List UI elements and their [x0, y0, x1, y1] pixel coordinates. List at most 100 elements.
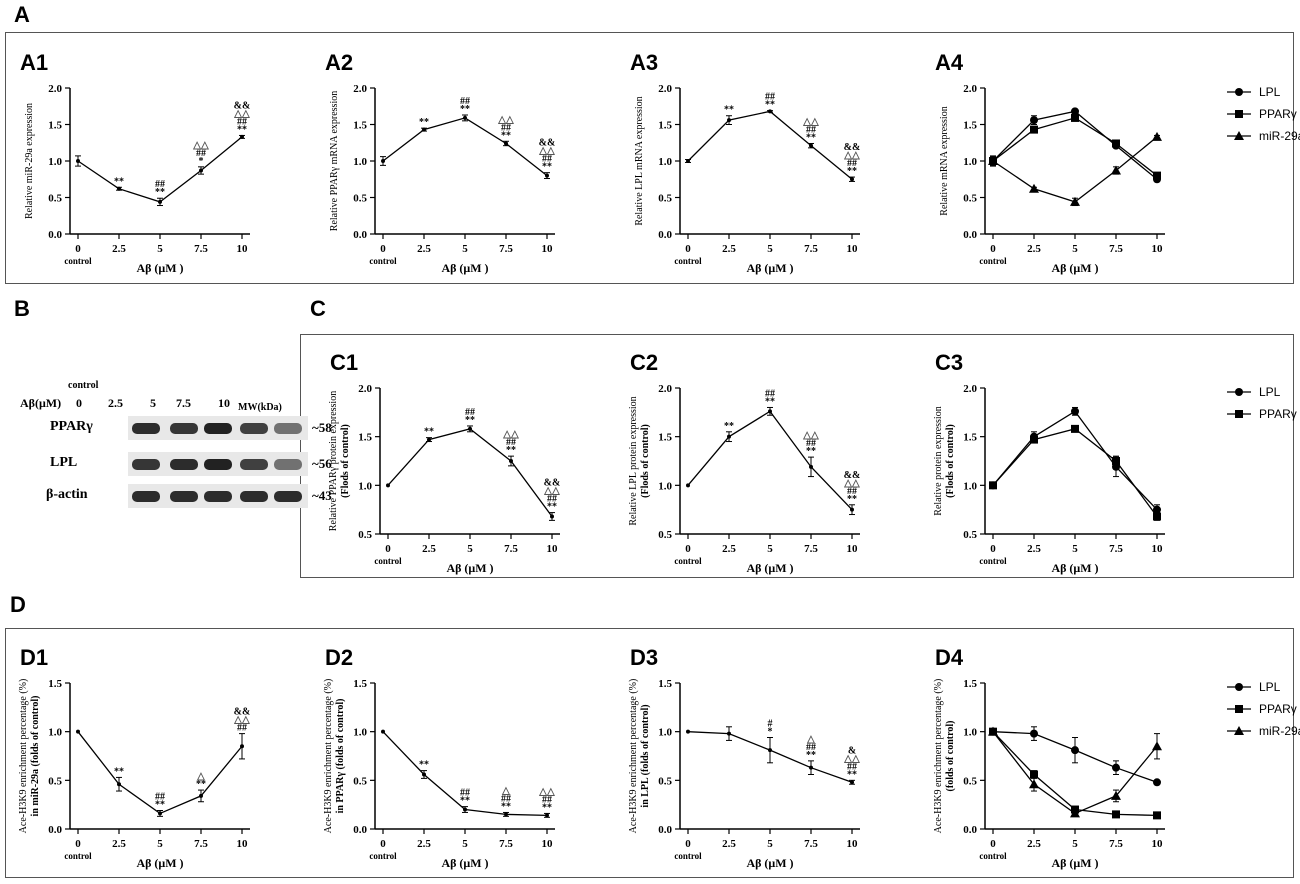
- data-point-ppar-: [468, 426, 472, 431]
- y-axis-label-secondary: (Flods of control): [945, 424, 956, 498]
- x-tick-label: 2.5: [1027, 838, 1041, 850]
- data-point-mir-29a: [1029, 183, 1039, 193]
- legend-label: PPARγ: [1259, 702, 1297, 716]
- blot-band: [204, 423, 232, 434]
- control-label: control: [369, 256, 397, 266]
- sub-panel-label: A2: [325, 50, 353, 75]
- y-tick-label: 0.5: [48, 775, 62, 787]
- y-axis-label: Ace-H3K9 enrichment percentage (%): [323, 679, 334, 834]
- y-tick-label: 1.5: [963, 432, 977, 444]
- x-tick-label: 7.5: [194, 243, 208, 255]
- panel-letter-c: C: [310, 296, 326, 321]
- data-point-lpl: [727, 731, 731, 736]
- significance-label: #: [768, 719, 773, 730]
- y-axis-label-secondary: in PPARγ (folds of control): [335, 699, 346, 814]
- y-tick-label: 0.0: [353, 824, 367, 836]
- significance-label: ##: [806, 438, 816, 449]
- data-point-ppar-: [381, 729, 385, 734]
- x-tick-label: 5: [157, 838, 163, 850]
- significance-label: ##: [506, 437, 516, 448]
- x-tick-label: 7.5: [804, 838, 818, 850]
- significance-label: ##: [542, 154, 552, 165]
- sub-panel-label: A4: [935, 50, 964, 75]
- control-label: control: [369, 851, 397, 861]
- control-label: control: [674, 556, 702, 566]
- data-point-lpl: [1235, 683, 1243, 691]
- legend-label: PPARγ: [1259, 107, 1297, 121]
- data-point-lpl: [850, 780, 854, 785]
- significance-label: &&: [844, 142, 861, 153]
- x-tick-label: 0: [990, 838, 996, 850]
- significance-label: △: [196, 771, 205, 782]
- blot-band: [240, 459, 268, 470]
- y-tick-label: 0.0: [658, 229, 672, 241]
- x-axis-label: Aβ (μM ): [746, 261, 793, 275]
- blot-band: [170, 423, 198, 434]
- control-label: control: [374, 556, 402, 566]
- control-label: control: [979, 851, 1007, 861]
- chart-a1: A1 0.0 0.5 1.0 1.5 2.0 0 2.5 5 7.5 10 control Aβ (μM…: [20, 50, 251, 275]
- data-point-mir-29a: [199, 168, 203, 173]
- data-point-ppar-: [427, 437, 431, 442]
- significance-label: &&: [234, 707, 251, 718]
- significance-label: ##: [547, 494, 557, 505]
- blot-band: [240, 491, 268, 502]
- data-point-mir-29a: [988, 156, 998, 165]
- data-point-lpl: [809, 143, 813, 148]
- y-tick-label: 0.0: [48, 229, 62, 241]
- y-tick-label: 1.5: [358, 432, 372, 444]
- blot-mw-label: ~43: [312, 488, 332, 503]
- data-point-ppar-: [1030, 770, 1038, 779]
- data-point-lpl: [768, 109, 772, 114]
- significance-label: △△: [802, 430, 819, 441]
- significance-label: **: [542, 162, 552, 173]
- blot-mw-label: ~58: [312, 420, 332, 435]
- chart-c1: C1 0.5 1.0 1.5 2.0 0 2.5 5 7.5 10 control Aβ (μM ) R…: [328, 350, 560, 575]
- significance-label: &&: [234, 100, 251, 111]
- series-lpl: ****##**##△△**##△△&&: [686, 388, 860, 516]
- blot-band: [204, 491, 232, 502]
- y-tick-label: 2.0: [358, 383, 372, 395]
- control-label: control: [674, 256, 702, 266]
- series-lpl: *#**##△**##△△&: [686, 719, 860, 785]
- significance-label: **: [465, 415, 475, 426]
- data-point-lpl: [809, 464, 813, 469]
- data-point-ppar-: [1112, 457, 1120, 465]
- y-axis-label-secondary: (folds of control): [945, 721, 956, 792]
- x-tick-label: 2.5: [112, 243, 126, 255]
- data-point-ppar-: [989, 481, 997, 490]
- y-tick-label: 1.5: [963, 678, 977, 690]
- data-point-lpl: [686, 483, 690, 488]
- x-tick-label: 7.5: [194, 838, 208, 850]
- significance-label: ##: [847, 486, 857, 497]
- x-axis-label: Aβ (μM ): [746, 561, 793, 575]
- control-label: control: [979, 256, 1007, 266]
- significance-label: **: [765, 100, 775, 111]
- data-point-lpl: [1030, 116, 1038, 125]
- y-tick-label: 0.5: [963, 529, 977, 541]
- chart-a2: A2 0.0 0.5 1.0 1.5 2.0 0 2.5 5 7.5 10 control Aβ (μM…: [325, 50, 555, 275]
- blot-row-label: β-actin: [46, 487, 88, 502]
- x-tick-label: 10: [1152, 838, 1164, 850]
- significance-label: △△: [843, 150, 860, 161]
- x-tick-label: 7.5: [804, 243, 818, 255]
- group-box-a: [5, 32, 1294, 284]
- significance-label: *: [768, 727, 773, 738]
- series-line: [382, 117, 548, 177]
- blot-row-label: LPL: [50, 455, 78, 470]
- series-lpl: [989, 406, 1161, 516]
- data-point-mir-29a: [117, 782, 121, 787]
- x-tick-label: 7.5: [1109, 243, 1123, 255]
- data-point-ppar-: [422, 772, 426, 777]
- y-tick-label: 0.5: [658, 775, 672, 787]
- chart-c2: C2 0.5 1.0 1.5 2.0 0 2.5 5 7.5 10 control Aβ (μM ) R…: [628, 350, 860, 575]
- x-tick-label: 0: [75, 243, 81, 255]
- series-line: [387, 428, 553, 517]
- data-point-lpl: [768, 748, 772, 753]
- data-point-lpl: [1153, 505, 1161, 514]
- y-tick-label: 1.5: [48, 120, 62, 132]
- significance-label: ##: [465, 407, 475, 418]
- significance-label: **: [237, 124, 247, 135]
- y-tick-label: 1.5: [658, 120, 672, 132]
- y-tick-label: 1.5: [658, 432, 672, 444]
